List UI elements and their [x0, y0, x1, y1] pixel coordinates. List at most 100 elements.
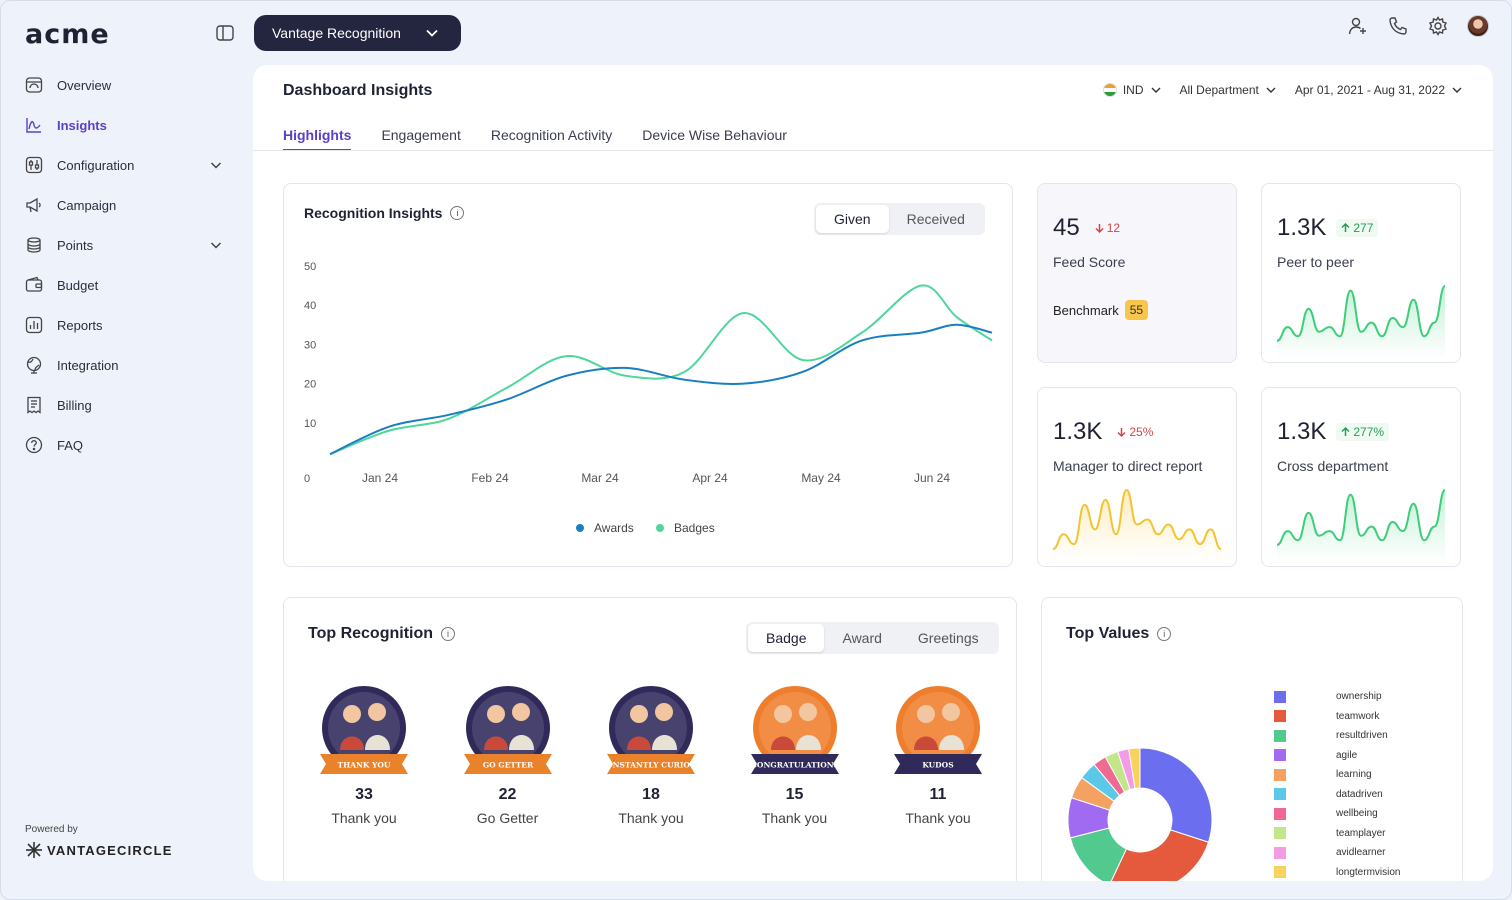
- toggle-badge-option[interactable]: Badge: [748, 624, 825, 652]
- legend-item[interactable]: teamwork: [1274, 707, 1400, 727]
- india-flag-icon: [1102, 83, 1117, 97]
- legend-item[interactable]: avidlearner: [1274, 843, 1400, 863]
- info-icon[interactable]: i: [1157, 627, 1172, 641]
- sidebar-item-label: Campaign: [57, 197, 117, 213]
- chevron-down-icon: [1452, 87, 1462, 93]
- sidebar-item-label: Reports: [57, 317, 103, 333]
- legend-item[interactable]: longtermvision: [1274, 863, 1400, 882]
- toggle-given-option[interactable]: Given: [816, 205, 889, 233]
- badge-item[interactable]: KUDOS 11 Thank you: [878, 684, 998, 826]
- badge-emblem-icon: CONSTANTLY CURIOUS: [601, 686, 701, 774]
- stat-delta: 12: [1090, 219, 1125, 237]
- toggle-received-option[interactable]: Received: [906, 211, 965, 227]
- legend-item[interactable]: resultdriven: [1274, 726, 1400, 746]
- top-values-card: Top Values i ownership teamwork resultdriv…: [1041, 597, 1463, 881]
- globe-icon: [23, 354, 45, 376]
- legend-item[interactable]: datadriven: [1274, 785, 1400, 805]
- stat-delta: 277: [1336, 219, 1379, 237]
- tab-highlights[interactable]: Highlights: [283, 127, 352, 151]
- sidebar-item-billing[interactable]: Billing: [23, 385, 223, 425]
- legend-item[interactable]: wellbeing: [1274, 804, 1400, 824]
- department-filter[interactable]: All Department: [1180, 83, 1277, 97]
- y-tick-label: 50: [304, 261, 316, 273]
- top-values-title: Top Values i: [1066, 625, 1172, 643]
- legend-swatch: [1274, 749, 1286, 762]
- donut-slice-longtermvision[interactable]: [1128, 747, 1141, 789]
- sidebar-item-faq[interactable]: FAQ: [23, 425, 223, 465]
- sidebar-item-budget[interactable]: Budget: [23, 265, 223, 305]
- recognition-insights-title: Recognition Insights i: [304, 205, 465, 221]
- stat-delta: 25%: [1112, 423, 1158, 441]
- badge-item[interactable]: CONSTANTLY CURIOUS 18 Thank you: [591, 684, 711, 826]
- sidebar-item-reports[interactable]: Reports: [23, 305, 223, 345]
- x-tick-label: Mar 24: [581, 471, 619, 485]
- tab-engagement[interactable]: Engagement: [381, 127, 461, 143]
- sidebar-item-insights[interactable]: Insights: [23, 105, 223, 145]
- sidebar-item-integration[interactable]: Integration: [23, 345, 223, 385]
- arrow-down-icon: [1095, 224, 1104, 233]
- gear-icon[interactable]: [1427, 15, 1449, 37]
- x-tick-label: Jun 24: [914, 471, 950, 485]
- y-tick-label: 30: [304, 339, 316, 351]
- series-line-badges: [329, 284, 993, 456]
- legend-item[interactable]: agile: [1274, 746, 1400, 766]
- main-panel: Dashboard Insights IND All Department Ap…: [253, 65, 1493, 881]
- donut-slice-ownership[interactable]: [1139, 747, 1213, 843]
- info-icon[interactable]: i: [450, 206, 465, 220]
- sparkline-line: [1052, 488, 1222, 551]
- sidebar-item-campaign[interactable]: Campaign: [23, 185, 223, 225]
- stat-card-manager-to-direct-report: 1.3K 25% Manager to direct report: [1037, 387, 1237, 567]
- sidebar-item-points[interactable]: Points: [23, 225, 223, 265]
- app-switcher-dropdown[interactable]: Vantage Recognition: [254, 15, 461, 51]
- user-avatar[interactable]: [1467, 15, 1489, 37]
- top-values-donut-chart: [1067, 747, 1213, 881]
- sparkline-area: [1277, 490, 1445, 562]
- legend-dot-badges: [656, 524, 664, 532]
- wallet-icon: [23, 274, 45, 296]
- badge-item[interactable]: GO GETTER 22 Go Getter: [448, 684, 568, 826]
- phone-icon[interactable]: [1387, 15, 1409, 37]
- sidebar-item-configuration[interactable]: Configuration: [23, 145, 223, 185]
- brand-logo: acme: [25, 19, 110, 50]
- badge-item[interactable]: THANK YOU 33 Thank you: [304, 684, 424, 826]
- tab-recognition-activity[interactable]: Recognition Activity: [490, 127, 613, 143]
- chevron-down-icon[interactable]: [209, 238, 223, 252]
- legend-swatch: [1274, 710, 1286, 723]
- x-tick-label: Jan 24: [362, 471, 398, 485]
- chevron-down-icon: [1151, 87, 1160, 93]
- stat-delta: 277%: [1336, 423, 1390, 441]
- stat-card-peer-to-peer: 1.3K 277 Peer to peer: [1261, 183, 1461, 363]
- tab-device-wise-behaviour[interactable]: Device Wise Behaviour: [642, 127, 787, 143]
- y-tick-label: 40: [304, 300, 316, 312]
- sidebar-item-label: Overview: [57, 77, 112, 93]
- vantage-circle-logo: VANTAGECIRCLE: [25, 841, 173, 859]
- date-range-filter[interactable]: Apr 01, 2021 - Aug 31, 2022: [1295, 83, 1463, 97]
- y-tick-label: 20: [304, 379, 316, 391]
- chevron-down-icon: [426, 29, 438, 37]
- badge-label: Thank you: [905, 810, 971, 826]
- benchmark-row: Benchmark 55: [1053, 300, 1149, 320]
- legend-item[interactable]: teamplayer: [1274, 824, 1400, 844]
- x-tick-label: May 24: [801, 471, 841, 485]
- add-user-icon[interactable]: [1347, 15, 1369, 37]
- legend-item[interactable]: ownership: [1274, 687, 1400, 707]
- donut-slice-teamwork[interactable]: [1109, 829, 1210, 881]
- series-line-awards: [329, 323, 993, 456]
- chevron-down-icon: [1266, 87, 1276, 93]
- info-icon[interactable]: i: [441, 627, 456, 641]
- toggle-award-option[interactable]: Award: [842, 630, 882, 646]
- country-filter[interactable]: IND: [1102, 83, 1162, 97]
- chevron-down-icon[interactable]: [209, 158, 223, 172]
- badge-label: Go Getter: [476, 810, 539, 826]
- legend-item[interactable]: learning: [1274, 765, 1400, 785]
- toggle-greetings-option[interactable]: Greetings: [917, 630, 979, 646]
- svg-text:KUDOS: KUDOS: [922, 761, 953, 770]
- svg-text:THANK YOU: THANK YOU: [338, 761, 391, 770]
- sidebar-item-overview[interactable]: Overview: [23, 65, 223, 105]
- benchmark-badge: 55: [1124, 300, 1149, 320]
- badge-item[interactable]: CONGRATULATIONS 15 Thank you: [735, 684, 855, 826]
- stat-value: 1.3K 277: [1277, 214, 1379, 242]
- arrow-up-icon: [1341, 427, 1350, 436]
- sidebar-toggle-icon[interactable]: [215, 23, 235, 43]
- overview-icon: [23, 74, 45, 96]
